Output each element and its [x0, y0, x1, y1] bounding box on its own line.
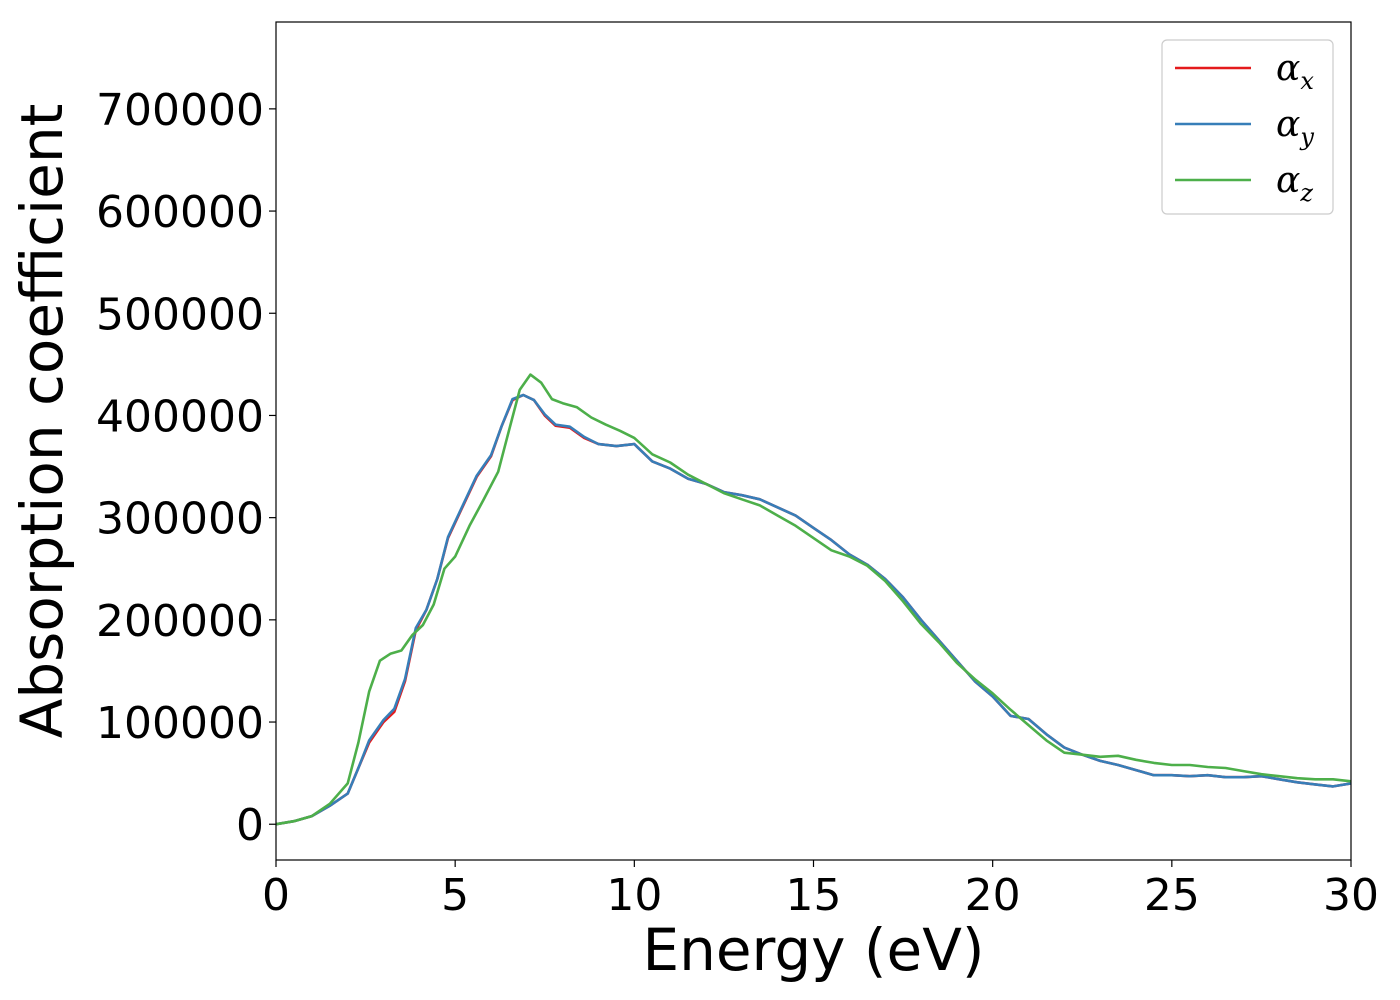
x-axis-label: Energy (eV) — [642, 916, 984, 984]
x-tick-label: 15 — [786, 870, 842, 921]
x-axis: 0 5 10 15 20 25 30 — [262, 860, 1379, 921]
series-line-z — [276, 373, 1351, 826]
x-tick-label: 5 — [441, 870, 469, 921]
y-tick-label: 200000 — [96, 596, 264, 647]
y-axis-label: Absorption coefficient — [8, 104, 76, 739]
y-tick-label: 700000 — [96, 85, 264, 136]
series-line-x — [276, 393, 1351, 826]
y-tick-label: 300000 — [96, 494, 264, 545]
y-tick-label: 0 — [236, 800, 264, 851]
x-tick-label: 25 — [1144, 870, 1200, 921]
plot-layer — [276, 373, 1351, 826]
legend-box — [1161, 39, 1334, 215]
y-tick-label: 100000 — [96, 698, 264, 749]
y-tick-label: 500000 — [96, 289, 264, 340]
x-tick-label: 20 — [965, 870, 1021, 921]
series-line-y — [276, 393, 1351, 826]
legend-label-y: αy — [1276, 104, 1314, 151]
y-tick-label: 400000 — [96, 391, 264, 442]
x-tick-label: 0 — [262, 870, 290, 921]
x-tick-label: 30 — [1323, 870, 1379, 921]
x-tick-label: 10 — [606, 870, 662, 921]
legend-label-x: αx — [1276, 48, 1314, 95]
y-axis: 0 100000 200000 300000 400000 500000 600000 700… — [96, 85, 276, 851]
y-tick-label: 600000 — [96, 187, 264, 238]
